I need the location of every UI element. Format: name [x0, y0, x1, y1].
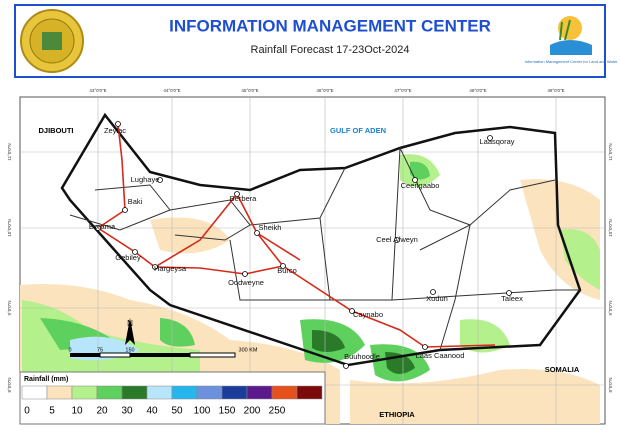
city-marker [349, 308, 355, 314]
legend-swatch [121, 385, 148, 400]
city-marker [343, 363, 349, 369]
legend-swatch [21, 385, 48, 400]
latitude-label: 9°0'0"N [608, 300, 613, 315]
legend-label: 40 [146, 406, 158, 417]
latitude-label: 11°0'0"N [7, 143, 12, 160]
longitude-label: 46°0'0"E [316, 88, 333, 93]
city-label: Taleex [501, 294, 523, 303]
city-label: Buuhoodle [344, 352, 380, 361]
city-label: Lughaye [131, 175, 160, 184]
latitude-label: 10°0'0"N [608, 219, 613, 237]
city-marker [115, 121, 121, 127]
scale-bar [70, 318, 236, 358]
city-marker [487, 135, 493, 141]
scale-label: 300 KM [239, 347, 258, 353]
region-label: SOMALIA [545, 365, 580, 374]
logo-text: Information Management Center for Land a… [525, 59, 618, 64]
latitude-label: 11°0'0"N [608, 143, 613, 160]
legend-swatch [71, 385, 98, 400]
longitude-label: 45°0'0"E [241, 88, 258, 93]
legend-label: 50 [171, 406, 183, 417]
latitude-label: 8°0'0"N [608, 377, 613, 392]
header-box [14, 4, 606, 78]
latitude-label: 8°0'0"N [7, 377, 12, 392]
region-label: DJIBOUTI [38, 126, 73, 135]
city-marker [430, 289, 436, 295]
country-border [60, 112, 582, 367]
city-marker [95, 225, 101, 231]
latitude-label: 10°0'0"N [7, 219, 12, 237]
city-marker [280, 263, 286, 269]
map-labels: 43°0'0"E 44°0'0"E 45°0'0"E 46°0'0"E 47°0'0"E… [7, 88, 613, 419]
legend-swatch [146, 385, 173, 400]
legend-title: Rainfall (mm) [24, 376, 68, 383]
city-marker [242, 271, 248, 277]
city-label: Ceel Afweyn [376, 235, 418, 244]
legend-label: 30 [121, 406, 133, 417]
city-label: Oodweyne [228, 278, 264, 287]
legend-label: 250 [269, 406, 286, 417]
longitude-label: 48°0'0"E [469, 88, 486, 93]
city-label: Gebiley [115, 253, 141, 262]
city-label: Laas Caanood [416, 351, 465, 360]
city-marker [122, 207, 128, 213]
legend-swatch [46, 385, 73, 400]
city-label: Laasqoray [479, 137, 514, 146]
city-label: Berbera [230, 194, 258, 203]
latitude-label: 9°0'0"N [7, 300, 12, 315]
city-marker [234, 191, 240, 197]
legend-swatch [196, 385, 223, 400]
city-marker [506, 290, 512, 296]
city-marker [394, 237, 400, 243]
scale-label: 150 [125, 347, 134, 353]
longitude-label: 44°0'0"E [163, 88, 180, 93]
city-label: Baki [128, 197, 143, 206]
city-label: Ceerigaabo [401, 181, 440, 190]
legend-swatch [96, 385, 123, 400]
city-label: Burco [277, 266, 297, 275]
legend-swatch [271, 385, 298, 400]
city-label: Xudun [426, 294, 448, 303]
city-marker [157, 177, 163, 183]
legend-swatch [296, 385, 323, 400]
city-marker [132, 249, 138, 255]
region-label: ETHIOPIA [379, 410, 415, 419]
legend-label: 0 [24, 406, 30, 417]
city-marker [422, 344, 428, 350]
subtitle: Rainfall Forecast 17-23Oct-2024 [251, 44, 410, 56]
logo [550, 16, 592, 55]
legend-label: 100 [194, 406, 211, 417]
emblem [20, 9, 84, 73]
legend-label: 150 [219, 406, 236, 417]
city-label: Hargeysa [154, 264, 187, 273]
longitude-label: 43°0'0"E [89, 88, 106, 93]
city-label: Sheikh [259, 223, 282, 232]
legend-label: 10 [71, 406, 83, 417]
scale-label: 75 [97, 347, 103, 353]
longitude-label: 49°0'0"E [547, 88, 564, 93]
legend: Rainfall (mm) 0 5 10 20 30 40 50 100 150 200 250 [19, 371, 326, 425]
legend-label: 5 [49, 406, 55, 417]
district-borders [69, 147, 580, 351]
city-label: Zeylac [104, 126, 126, 135]
title: INFORMATION MANAGEMENT CENTER [169, 16, 491, 35]
scale-label: 0 [68, 347, 71, 353]
city-marker [152, 264, 158, 270]
legend-swatch [221, 385, 248, 400]
city-marker [412, 177, 418, 183]
region-label: GULF OF ADEN [330, 126, 386, 135]
legend-swatch [171, 385, 198, 400]
city-label: Borama [89, 222, 116, 231]
legend-swatch [246, 385, 273, 400]
city-label: Caynabo [353, 310, 383, 319]
longitude-label: 47°0'0"E [394, 88, 411, 93]
legend-label: 20 [96, 406, 108, 417]
city-marker [254, 230, 260, 236]
legend-label: 200 [244, 406, 261, 417]
north-label: N [127, 319, 133, 328]
